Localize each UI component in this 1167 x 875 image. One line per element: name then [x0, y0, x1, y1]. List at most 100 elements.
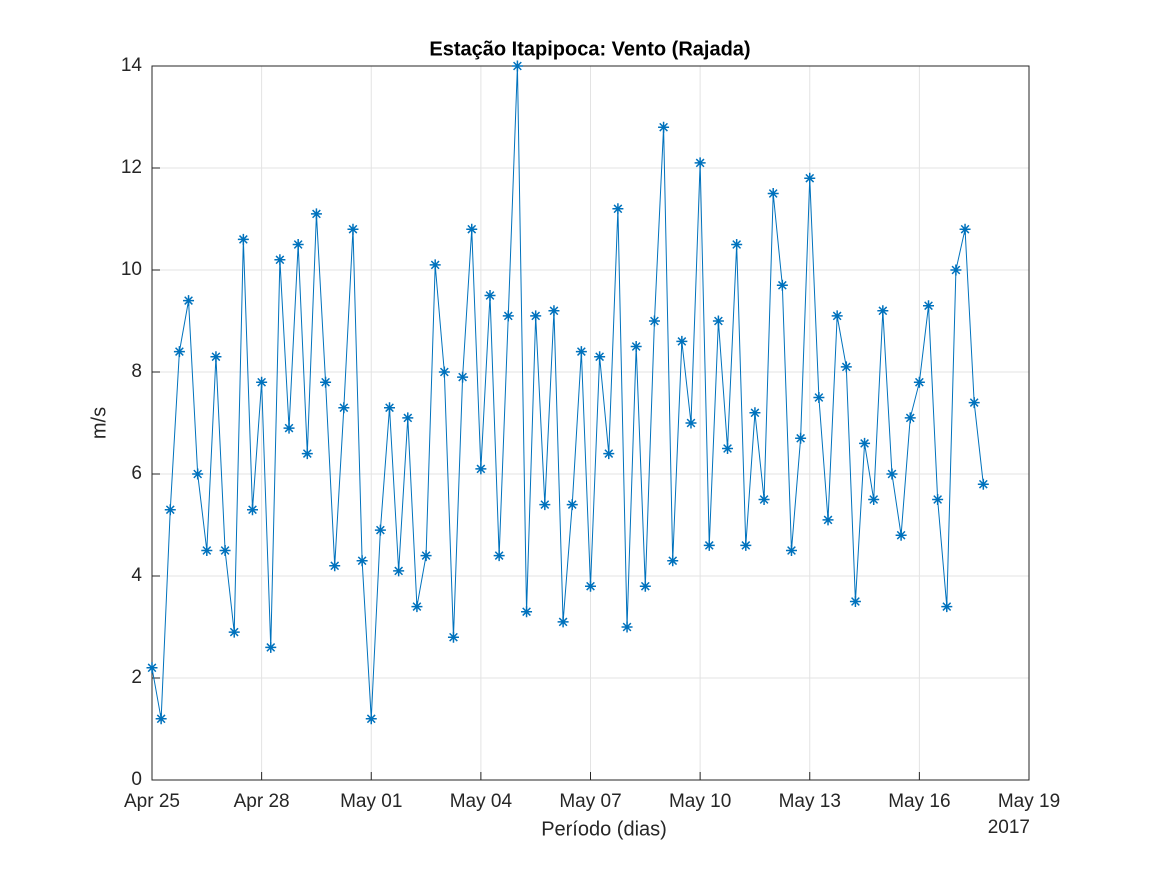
data-point	[192, 468, 204, 480]
data-point	[923, 300, 935, 312]
data-point	[164, 504, 176, 516]
y-tick-label: 2	[131, 667, 142, 688]
data-point	[228, 626, 240, 638]
data-point	[283, 422, 295, 434]
y-axis-label: m/s	[88, 407, 110, 439]
data-point	[493, 550, 505, 562]
data-point	[347, 223, 359, 235]
data-point	[877, 305, 889, 317]
data-point	[630, 341, 642, 352]
data-point	[594, 351, 606, 363]
data-point	[320, 376, 332, 388]
data-point	[831, 310, 843, 322]
data-point	[548, 305, 560, 317]
data-point	[438, 366, 450, 378]
data-point	[676, 335, 688, 347]
y-tick-label: 6	[131, 463, 142, 484]
data-point	[758, 494, 770, 505]
data-point	[374, 524, 386, 536]
data-point	[722, 443, 734, 454]
x-tick-label: May 01	[340, 791, 402, 812]
data-point	[146, 662, 158, 674]
data-point	[904, 412, 916, 424]
data-point	[712, 315, 724, 327]
data-point	[566, 499, 578, 511]
data-point	[785, 545, 797, 556]
data-point	[219, 545, 231, 556]
data-point	[201, 545, 213, 556]
data-point	[667, 555, 679, 567]
data-point	[183, 295, 195, 307]
data-point	[521, 606, 533, 618]
data-point	[731, 239, 743, 250]
data-point	[292, 239, 304, 250]
data-point	[338, 402, 350, 414]
y-tick-label: 14	[121, 55, 143, 76]
x-tick-label: May 13	[779, 791, 841, 812]
data-point	[173, 346, 185, 358]
data-point	[329, 560, 341, 572]
data-point	[813, 392, 825, 403]
data-point	[511, 60, 523, 72]
data-point	[310, 208, 322, 220]
data-point	[420, 550, 432, 562]
x-tick-label: May 07	[559, 791, 621, 812]
data-point	[639, 580, 651, 592]
data-point	[895, 529, 907, 541]
data-point	[575, 346, 587, 358]
data-point	[301, 448, 313, 460]
data-point	[393, 565, 405, 577]
data-point	[429, 259, 441, 271]
data-point	[804, 172, 816, 184]
data-point	[210, 351, 222, 363]
data-point	[822, 514, 834, 526]
data-point	[749, 407, 761, 419]
data-point	[740, 539, 752, 551]
data-point	[539, 499, 551, 511]
x-tick-label: Apr 25	[124, 791, 180, 812]
data-point	[457, 371, 469, 383]
data-point	[365, 713, 377, 725]
x-tick-label: Apr 28	[234, 791, 290, 812]
data-point	[502, 310, 514, 322]
data-point	[557, 616, 569, 628]
year-annotation: 2017	[988, 817, 1030, 838]
y-tick-label: 0	[131, 769, 142, 790]
data-point	[849, 596, 861, 607]
data-point	[612, 203, 624, 215]
data-point	[968, 397, 980, 409]
data-point	[767, 188, 779, 199]
data-point	[840, 361, 852, 373]
data-point	[886, 468, 898, 480]
data-point	[530, 310, 542, 322]
data-point	[868, 494, 880, 505]
data-point	[484, 290, 496, 301]
series-line	[151, 65, 984, 719]
data-point	[411, 601, 423, 613]
x-tick-label: May 04	[450, 791, 513, 812]
y-tick-label: 12	[121, 157, 142, 178]
y-tick-label: 4	[131, 565, 142, 586]
data-point	[795, 432, 807, 444]
data-point	[658, 121, 670, 133]
x-tick-label: May 10	[669, 791, 731, 812]
data-point	[703, 539, 715, 551]
data-point	[384, 402, 396, 414]
data-point	[256, 376, 268, 388]
data-point	[648, 315, 660, 327]
x-axis-label: Período (dias)	[541, 818, 667, 840]
data-point	[402, 412, 414, 424]
x-tick-label: May 16	[888, 791, 950, 812]
data-point	[237, 233, 249, 245]
data-point	[155, 713, 167, 725]
y-tick-label: 8	[131, 361, 142, 382]
data-point	[603, 448, 615, 460]
chart-title: Estação Itapipoca: Vento (Rajada)	[429, 38, 750, 60]
y-tick-label: 10	[121, 259, 142, 280]
data-point	[941, 601, 953, 613]
data-point	[274, 254, 286, 266]
data-point	[585, 580, 596, 592]
data-point	[959, 223, 971, 235]
